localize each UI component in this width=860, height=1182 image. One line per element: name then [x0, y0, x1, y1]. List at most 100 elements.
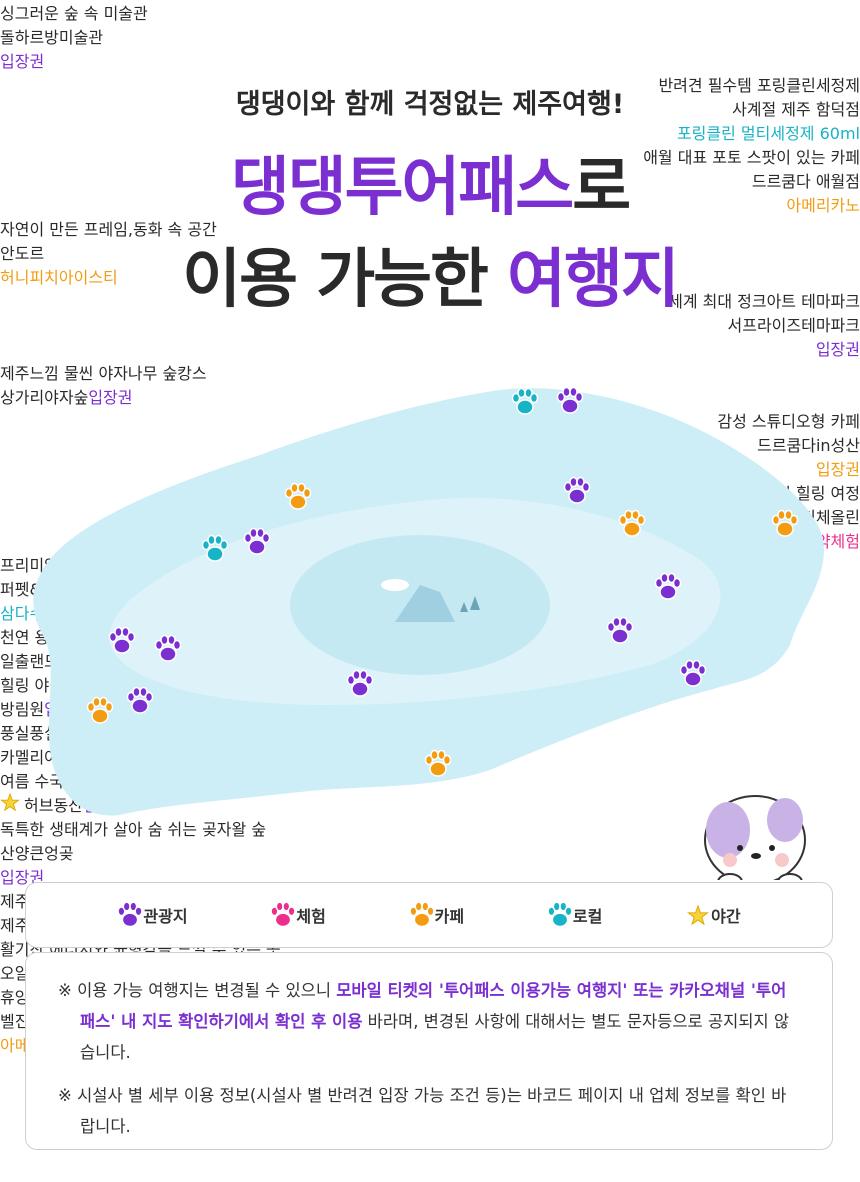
paw-pad	[517, 387, 526, 399]
paw-pad	[121, 626, 130, 638]
place: 반려견 필수템 포링클린세정제 사계절 제주 함덕점 포링클린 멀티세정제 60ml	[0, 72, 860, 144]
paw-pad	[631, 509, 640, 521]
paw-pad	[414, 902, 423, 912]
paw-pad	[569, 386, 578, 398]
place-name: 상가리야자숲	[0, 388, 89, 407]
map	[33, 386, 824, 880]
place-desc: 싱그러운 숲 속 미술관	[0, 4, 148, 23]
paw-pad	[771, 514, 781, 526]
mountain	[395, 585, 455, 622]
paw-pad	[256, 527, 265, 539]
paw-pad	[581, 481, 591, 493]
paw-pad	[568, 488, 586, 504]
paw-pad	[352, 669, 361, 681]
legend-icon	[409, 902, 435, 928]
paw-pad	[511, 392, 521, 404]
place: 세계 최대 정크아트 테마파크 서프라이즈테마파크 입장권	[0, 288, 860, 360]
paw-icon	[108, 626, 136, 654]
paw-pad	[697, 664, 707, 676]
paw-pad	[437, 749, 446, 761]
paw-pad	[160, 634, 169, 646]
paw-icon	[556, 386, 584, 414]
place-name: 산양큰엉곶	[0, 844, 74, 863]
place: 싱그러운 숲 속 미술관 돌하르방미술관 입장권	[0, 0, 860, 72]
place-tag: 아메리카노	[786, 196, 860, 215]
place-tag: 입장권	[0, 52, 45, 71]
paw-pad	[172, 639, 182, 651]
note-mark: ※	[58, 1086, 72, 1105]
legend-label: 야간	[711, 907, 741, 926]
place-name: 허브동산	[24, 796, 83, 815]
legend-item: 카페	[409, 902, 464, 928]
paw-pad	[789, 514, 799, 526]
paw-pad	[134, 906, 143, 917]
title-part: 댕댕투어패스	[230, 151, 574, 225]
place-desc: 애월 대표 포토 스팟이 있는 카페	[643, 148, 860, 167]
paw-pad	[346, 674, 356, 686]
paw-pad	[777, 509, 786, 521]
place: 자연이 만든 프레임,동화 속 공간 안도르 허니피치아이스티	[0, 216, 860, 288]
paw-pad	[559, 902, 568, 912]
legend-label: 관광지	[143, 907, 188, 926]
title-part: 여행지	[507, 243, 680, 317]
paw-pad	[516, 399, 534, 415]
paw-pad	[659, 584, 677, 600]
paw-icon	[409, 902, 435, 928]
paw-pad	[524, 387, 533, 399]
paw-pad	[159, 646, 177, 662]
paw-pad	[104, 701, 114, 713]
note-text: 시설사 별 세부 이용 정보(시설사 별 반려견 입장 가능 조건 등)는 바코…	[77, 1086, 787, 1136]
paw-pad	[636, 514, 646, 526]
place-name-row: 드르쿰다 애월점	[0, 168, 860, 192]
paw-pad	[287, 906, 296, 917]
cloud	[381, 579, 409, 591]
paw-pad	[556, 391, 566, 403]
paw-pad	[214, 534, 223, 546]
place-name: 방림원	[0, 700, 45, 719]
paw-pad	[685, 659, 694, 671]
subtitle: 댕댕이와 함께 걱정없는 제주여행!	[235, 89, 625, 120]
note-text: 이용 가능 여행지는 변경될 수 있으니	[77, 981, 337, 1000]
paw-pad	[284, 487, 294, 499]
place-name: 안도르	[0, 244, 45, 263]
paw-icon	[618, 509, 646, 537]
paw-pad	[131, 698, 149, 714]
paw-pad	[429, 761, 447, 777]
paw-pad	[92, 696, 101, 708]
paw-pad	[624, 621, 634, 633]
paw-pad	[547, 906, 556, 917]
paw-pad	[275, 902, 285, 912]
paw-pad	[551, 912, 569, 928]
paw-pad	[297, 482, 306, 494]
paw-pad	[442, 754, 452, 766]
paw-pad	[122, 912, 139, 928]
paw-pad	[113, 638, 131, 654]
paw-pad	[611, 628, 629, 644]
paw-pad	[167, 634, 176, 646]
paw-pad	[623, 521, 641, 537]
legend-icon	[547, 902, 573, 928]
note-text: 모바일 티켓의 '투어패스 이용가능 여행지' 또는 카카오채널 '투어패스' …	[80, 981, 787, 1031]
place-tag: 입장권	[815, 460, 860, 479]
legend-icon	[687, 904, 710, 926]
paw-pad	[126, 691, 136, 703]
paw-pad	[359, 669, 368, 681]
place-desc: 자연이 만든 프레임,동화 속 공간	[0, 220, 217, 239]
paw-pad	[561, 398, 579, 414]
place-name: 서프라이즈테마파크	[727, 316, 860, 335]
paw-pad	[99, 696, 108, 708]
place-tag: 포링클린 멀티세정제 60ml	[676, 124, 860, 143]
paw-pad	[282, 902, 291, 912]
paw-icon	[154, 634, 182, 662]
paw-pad	[144, 691, 154, 703]
paw-pad	[413, 912, 430, 928]
title-part: 이용 가능한	[182, 243, 508, 317]
legend: 관광지 체험 카페 로컬 야간	[25, 882, 833, 948]
note-mark: ※	[58, 981, 72, 1000]
paw-pad	[270, 906, 279, 917]
legend-icon	[117, 902, 143, 928]
paw-pad	[784, 509, 793, 521]
paw-pad	[679, 664, 689, 676]
